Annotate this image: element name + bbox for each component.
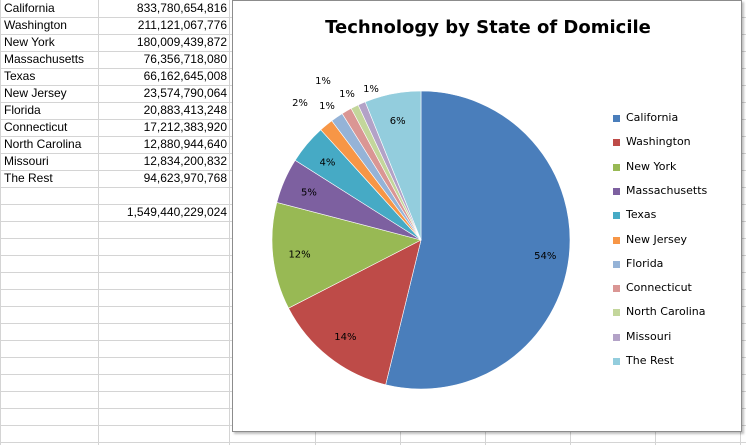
legend-label: Connecticut	[626, 281, 692, 295]
pie-data-label: 1%	[319, 101, 335, 112]
grid-column-line	[0, 0, 1, 445]
pie-slice-washington[interactable]	[288, 239, 422, 386]
pie-data-label: 4%	[320, 157, 336, 168]
legend-label: New Jersey	[626, 232, 688, 246]
state-name-cell[interactable]: Texas	[4, 69, 36, 83]
legend-label: Missouri	[626, 329, 672, 343]
state-value-cell[interactable]: 23,574,790,064	[143, 86, 227, 100]
legend-swatch	[613, 236, 620, 244]
legend-swatch	[613, 212, 620, 220]
state-name-cell[interactable]: Washington	[4, 18, 67, 32]
pie-data-label: 14%	[334, 332, 356, 343]
legend-swatch	[613, 260, 620, 268]
legend-label: California	[626, 111, 679, 124]
state-name-cell[interactable]: North Carolina	[4, 137, 82, 151]
grid-row-line	[0, 442, 746, 443]
grid-column-line	[229, 0, 230, 445]
state-value-cell[interactable]: 833,780,654,816	[136, 1, 227, 15]
state-name-cell[interactable]: Massachusetts	[4, 52, 85, 66]
legend-label: The Rest	[626, 354, 674, 367]
state-value-cell[interactable]: 76,356,718,080	[143, 52, 227, 66]
legend-label: Washington	[626, 135, 691, 149]
pie-chart: 54% 14% 12% 5% 4% 2% 1% 1% 1% 1% 6%	[271, 76, 571, 390]
state-value-cell[interactable]: 211,121,067,776	[137, 18, 227, 32]
state-value-cell[interactable]: 12,880,944,640	[143, 137, 227, 151]
legend-swatch	[613, 163, 620, 171]
state-name-cell[interactable]: Missouri	[4, 154, 49, 168]
legend-label: North Carolina	[626, 305, 706, 319]
legend-swatch	[613, 285, 620, 293]
state-value-cell[interactable]: 94,623,970,768	[143, 171, 227, 185]
chart-title: Technology by State of Domicile	[325, 17, 651, 38]
legend-label: New York	[626, 159, 677, 173]
state-value-cell[interactable]: 12,834,200,832	[143, 154, 227, 168]
state-value-cell[interactable]: 20,883,413,248	[143, 103, 227, 117]
legend-swatch	[613, 187, 620, 195]
state-value-cell[interactable]: 17,212,383,920	[143, 120, 227, 134]
pie-data-label: 5%	[301, 187, 317, 198]
pie-slice-california[interactable]	[385, 90, 571, 390]
chart-area[interactable]: Technology by State of Domicile 54% 14% 12…	[232, 0, 742, 432]
legend-swatch	[613, 309, 620, 317]
pie-data-label: 1%	[339, 89, 355, 100]
legend-label: Florida	[626, 256, 664, 270]
legend-label: Massachusetts	[626, 183, 708, 197]
legend-swatch	[613, 358, 620, 365]
state-name-cell[interactable]: New Jersey	[4, 86, 67, 100]
pie-data-label: 6%	[390, 116, 406, 127]
pie-data-label: 2%	[292, 98, 308, 109]
legend-swatch	[613, 333, 620, 341]
state-value-cell[interactable]: 180,009,439,872	[136, 35, 227, 49]
pie-data-label: 1%	[315, 76, 331, 87]
legend-swatch	[613, 115, 620, 122]
pie-data-label: 54%	[534, 251, 556, 262]
pie-slice-new-york[interactable]	[271, 202, 422, 309]
grid-column-line	[98, 0, 99, 445]
state-name-cell[interactable]: New York	[4, 35, 55, 49]
state-name-cell[interactable]: Connecticut	[4, 120, 68, 134]
state-name-cell[interactable]: The Rest	[4, 171, 53, 185]
pie-data-label: 1%	[363, 84, 379, 95]
pie-data-label: 12%	[288, 249, 310, 260]
legend-swatch	[613, 139, 620, 147]
total-value-cell[interactable]: 1,549,440,229,024	[126, 205, 227, 219]
state-value-cell[interactable]: 66,162,645,008	[143, 69, 227, 83]
legend-label: Texas	[626, 208, 657, 222]
state-name-cell[interactable]: Florida	[4, 103, 41, 117]
state-name-cell[interactable]: California	[4, 1, 55, 15]
pie-slice-the-rest[interactable]	[364, 90, 422, 241]
